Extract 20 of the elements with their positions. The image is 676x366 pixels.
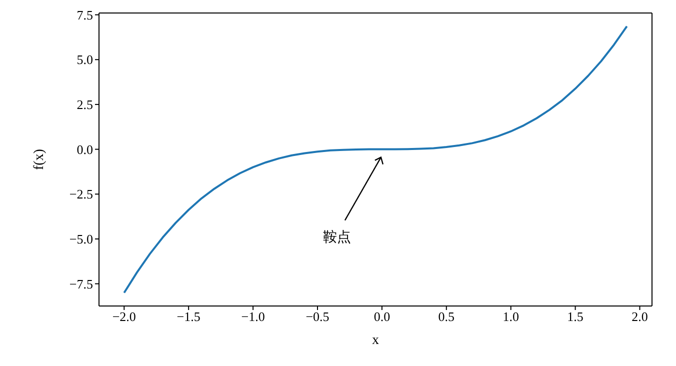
y-tick-label: 2.5 (76, 97, 93, 112)
x-tick-label: −1.0 (241, 309, 265, 324)
y-tick-label: −5.0 (69, 232, 93, 247)
x-tick-label: 0.0 (374, 309, 390, 324)
x-tick-label: −1.5 (176, 309, 200, 324)
annotation: 鞍点 (322, 229, 351, 246)
y-tick-label: 7.5 (76, 7, 93, 22)
y-axis-title: f(x) (32, 148, 47, 170)
y-tick-label: 0.0 (76, 142, 93, 157)
x-tick-label: 1.0 (502, 309, 519, 324)
x-tick-label: 1.5 (567, 309, 584, 324)
y-tick-label: 5.0 (76, 52, 93, 68)
y-tick-label: −2.5 (69, 186, 93, 202)
x-tick-label: 0.5 (438, 309, 455, 324)
y-tick-label: −7.5 (69, 276, 93, 292)
x-tick-label: −0.5 (306, 309, 330, 324)
x-axis-title: x (372, 333, 379, 348)
line-series (123, 25, 628, 294)
x-tick-label: −2.0 (112, 309, 136, 324)
x-tick-label: 2.0 (632, 309, 648, 324)
